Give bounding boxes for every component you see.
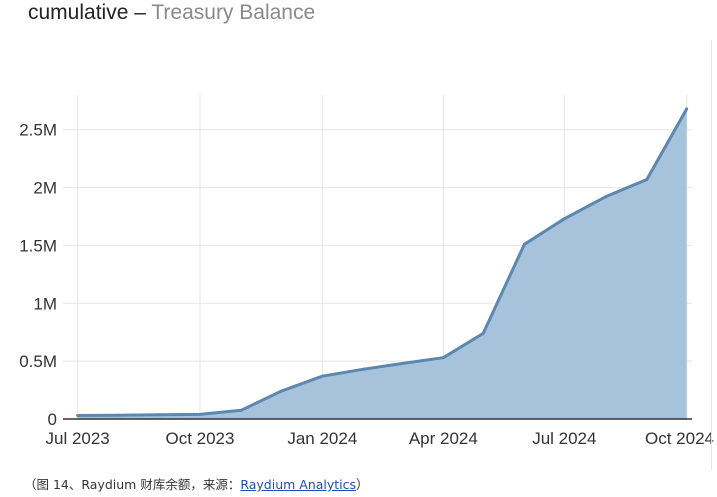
x-tick-label: Oct 2023 <box>165 429 234 448</box>
chart-title-subtitle: Treasury Balance <box>151 1 316 24</box>
y-tick-label: 2M <box>33 179 57 198</box>
panel-right-border <box>711 40 712 470</box>
x-tick-label: Jan 2024 <box>287 429 357 448</box>
y-tick-label: 1M <box>33 294 57 313</box>
data-point <box>279 389 283 393</box>
data-point <box>76 414 80 418</box>
data-point <box>481 331 485 335</box>
data-point <box>522 242 526 246</box>
chart-title-main: cumulative <box>28 1 129 24</box>
chart-title: cumulative – Treasury Balance <box>28 0 315 26</box>
data-point <box>320 374 324 378</box>
caption-prefix: （图 14、Raydium 财库余额，来源： <box>24 477 241 492</box>
series-line <box>77 108 689 417</box>
data-point <box>362 367 366 371</box>
data-point <box>645 177 649 181</box>
y-tick-label: 0.5M <box>19 352 57 371</box>
y-tick-label: 1.5M <box>19 236 57 255</box>
data-point <box>685 107 689 111</box>
data-point <box>441 356 445 360</box>
x-tick-label: Jul 2023 <box>45 429 109 448</box>
data-point <box>158 413 162 417</box>
x-tick-label: Jul 2024 <box>532 429 596 448</box>
caption-suffix: ） <box>356 477 369 492</box>
treasury-balance-chart: 0 0.5M 1M 1.5M 2M 2.5M Jul 2023 Oct 2023 Jan 20… <box>19 95 714 448</box>
x-tick-label: Oct 2024 <box>645 429 714 448</box>
data-point <box>604 195 608 199</box>
data-point <box>117 413 121 417</box>
chart-title-separator: – <box>128 1 152 24</box>
source-link[interactable]: Raydium Analytics <box>240 477 357 492</box>
data-point <box>198 412 202 416</box>
y-tick-label: 0 <box>48 410 57 429</box>
data-point <box>562 217 566 221</box>
x-tick-label: Apr 2024 <box>409 429 478 448</box>
y-tick-label: 2.5M <box>19 121 57 140</box>
x-tick-labels: Jul 2023 Oct 2023 Jan 2024 Apr 2024 Jul 2024… <box>45 429 714 448</box>
figure-caption: （图 14、Raydium 财库余额，来源：Raydium Analytics） <box>24 474 369 493</box>
area-fill <box>77 108 687 420</box>
data-point <box>400 361 404 365</box>
data-point <box>239 408 243 412</box>
y-tick-labels: 0 0.5M 1M 1.5M 2M 2.5M <box>19 121 57 429</box>
